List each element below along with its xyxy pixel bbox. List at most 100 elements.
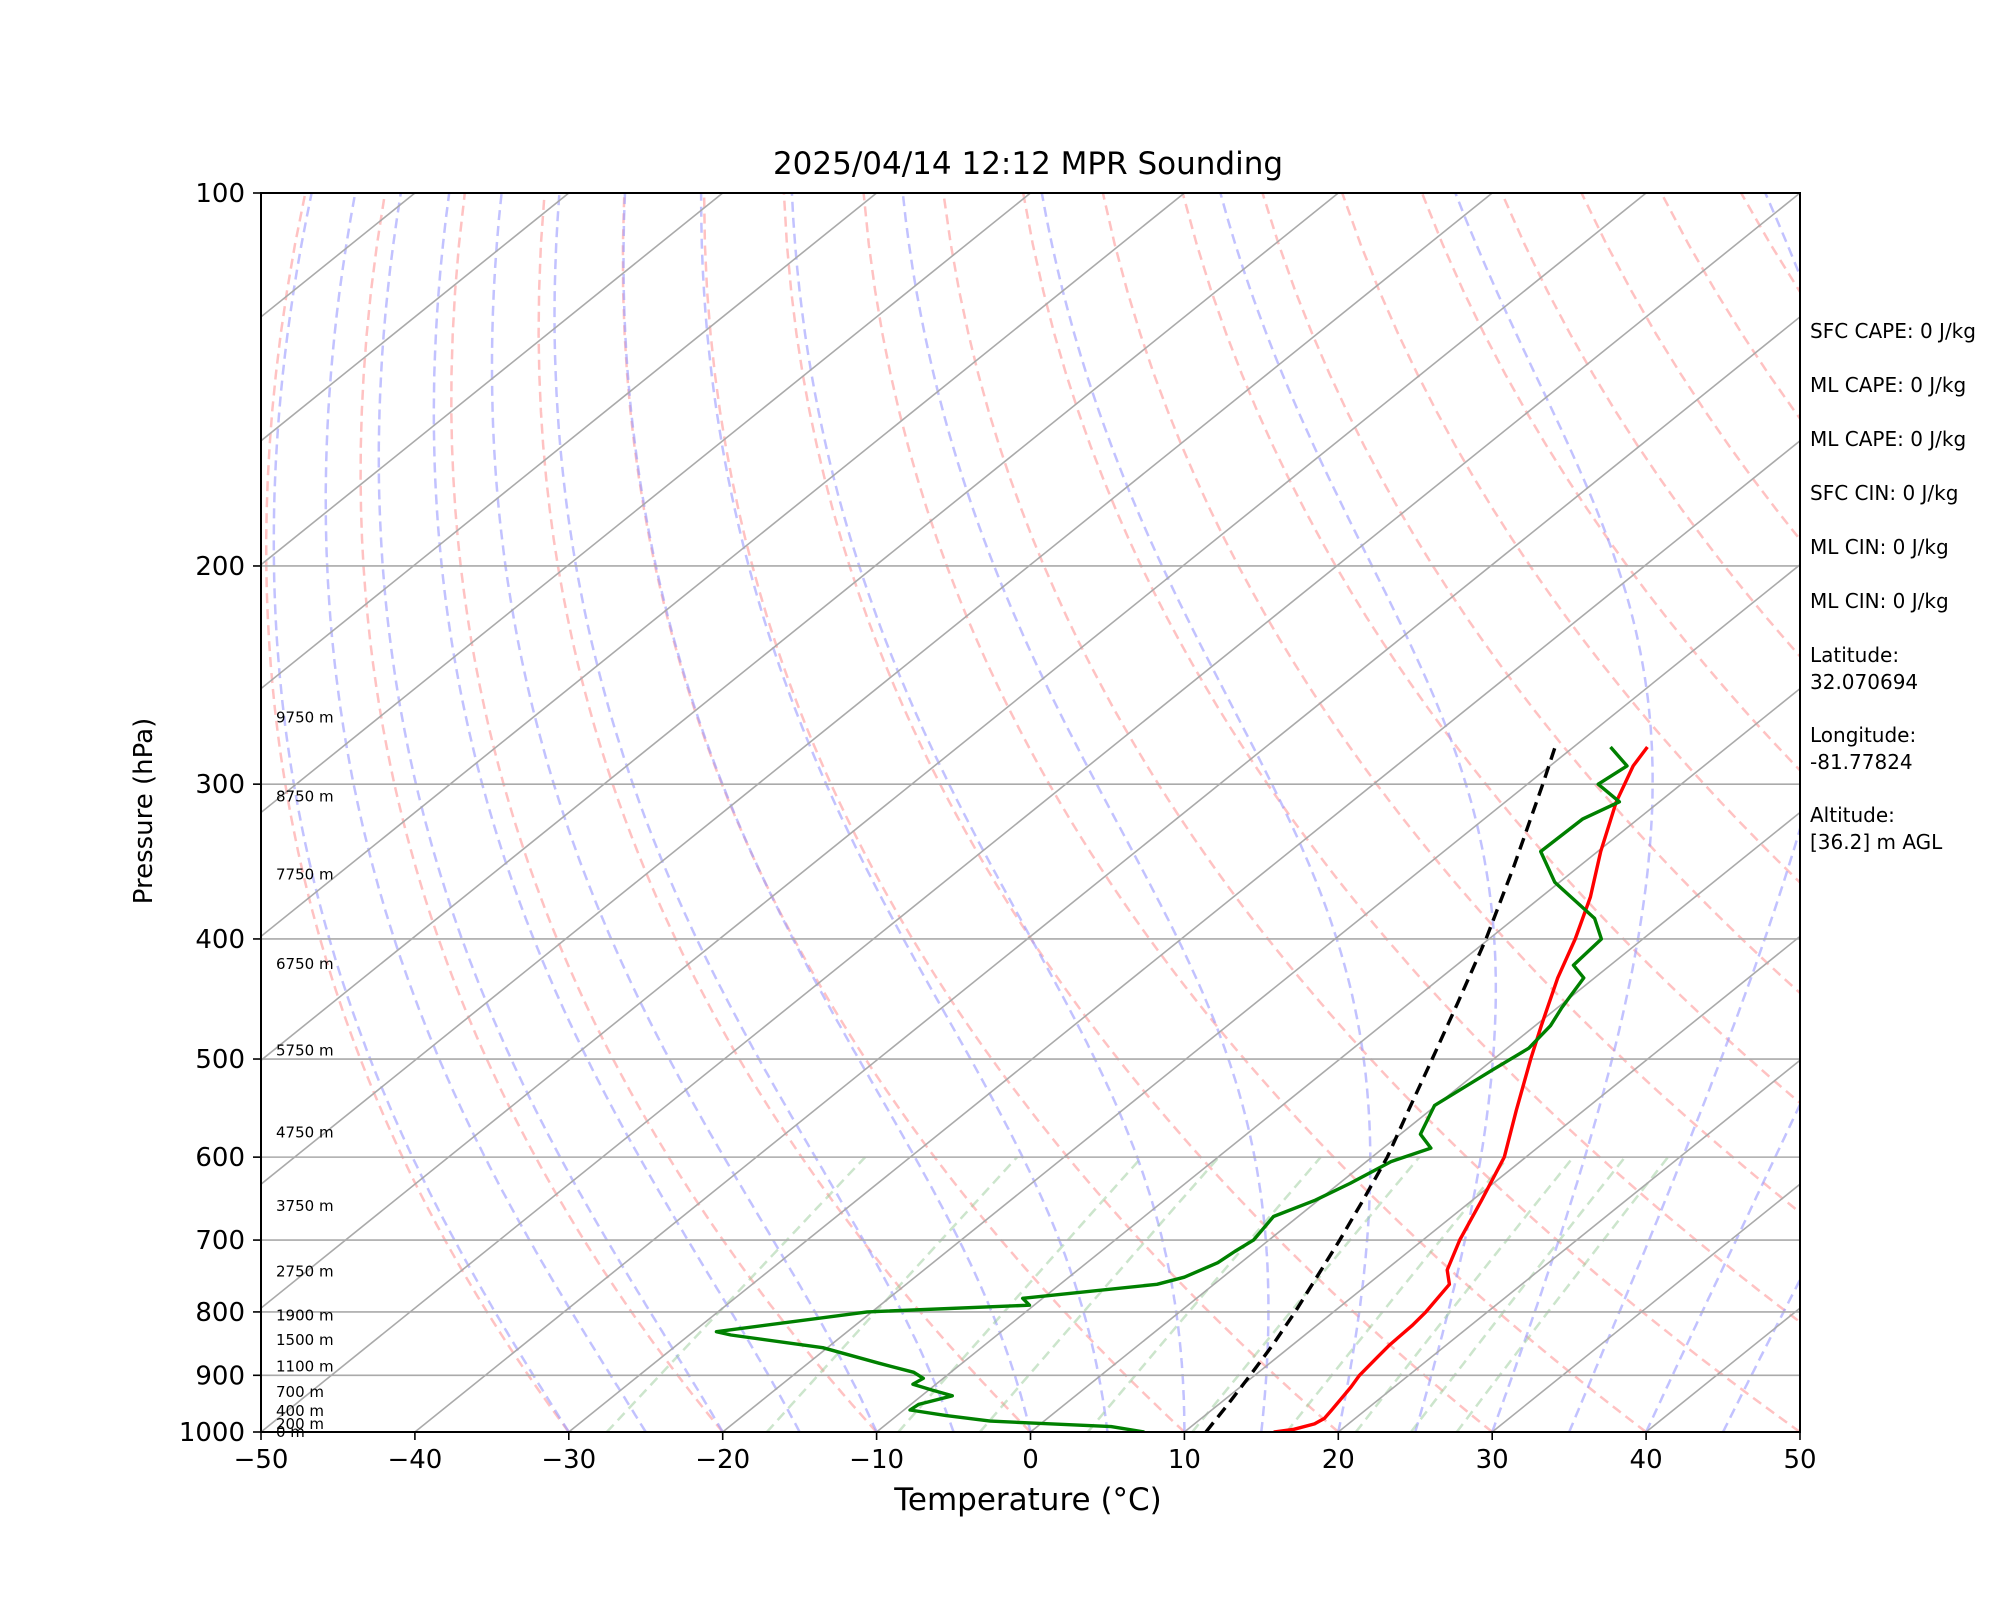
isotherm <box>414 315 1800 1432</box>
height-label: 9750 m <box>276 708 334 726</box>
isotherm <box>722 563 1800 1432</box>
y-tick-label: 1000 <box>179 1418 245 1448</box>
isotherm <box>261 193 1032 814</box>
mixing-ratio-line <box>605 1156 867 1432</box>
longitude-value: -81.77824 <box>1810 750 1913 774</box>
height-label: 200 m <box>276 1415 324 1433</box>
mixing-ratio-line <box>897 1156 1143 1432</box>
x-tick-label: −10 <box>849 1445 904 1475</box>
background-lines <box>261 193 1800 1432</box>
stat-sfc-cape: SFC CAPE: 0 J/kg <box>1810 319 1976 343</box>
height-label: 400 m <box>276 1402 324 1420</box>
mixing-ratio-line <box>1455 1156 1669 1432</box>
mixing-ratio-line <box>1086 1156 1322 1432</box>
y-tick-label: 500 <box>195 1045 245 1075</box>
altitude-block: Altitude: [36.2] m AGL <box>1810 802 2000 856</box>
height-label: 1100 m <box>276 1357 334 1375</box>
isotherm <box>261 193 1647 1310</box>
dry-adiabat <box>359 193 724 1432</box>
longitude-label: Longitude: <box>1810 723 1917 747</box>
y-tick-label: 900 <box>195 1361 245 1391</box>
dry-adiabat <box>942 193 1800 1432</box>
dry-adiabat <box>862 193 1647 1432</box>
dry-adiabat <box>1021 193 1800 1324</box>
chart-title: 2025/04/14 12:12 MPR Sounding <box>773 146 1283 182</box>
stat-ml-cin: ML CIN: 0 J/kg <box>1810 535 1949 559</box>
isotherm <box>261 193 878 690</box>
x-tick-label: −30 <box>541 1445 596 1475</box>
height-label: 2750 m <box>276 1262 334 1280</box>
moist-adiabat <box>377 193 724 1432</box>
dewpoint-line <box>714 745 1629 1432</box>
y-tick-label: 100 <box>195 179 245 209</box>
x-tick-label: 40 <box>1630 1445 1663 1475</box>
height-label: 8750 m <box>276 788 334 806</box>
stat-ml-cape-2: ML CAPE: 0 J/kg <box>1810 427 1967 451</box>
latitude-block: Latitude: 32.070694 <box>1810 642 2000 696</box>
isotherm <box>261 193 724 566</box>
height-label: 0 m <box>276 1423 305 1441</box>
y-axis-label: Pressure (hPa) <box>129 718 159 905</box>
y-tick-label: 200 <box>195 552 245 582</box>
dry-adiabat <box>264 193 570 1432</box>
moist-adiabat <box>699 193 1109 1432</box>
y-tick-label: 600 <box>195 1143 245 1173</box>
dry-adiabat <box>1181 193 1800 1105</box>
x-tick-label: −50 <box>234 1445 289 1475</box>
mixing-ratio-line <box>978 1156 1220 1432</box>
moist-adiabat <box>490 193 878 1432</box>
moist-adiabat <box>1040 193 1372 1432</box>
longitude-block: Longitude: -81.77824 <box>1810 722 2000 776</box>
parcel-line <box>1204 746 1557 1432</box>
stat-sfc-cin: SFC CIN: 0 J/kg <box>1810 481 1959 505</box>
y-tick-label: 300 <box>195 770 245 800</box>
height-label: 1500 m <box>276 1331 334 1349</box>
height-label: 5750 m <box>276 1041 334 1059</box>
sounding-stats-panel: SFC CAPE: 0 J/kg ML CAPE: 0 J/kg ML CAPE… <box>1810 318 2000 882</box>
isotherm <box>1183 935 1800 1432</box>
x-axis-label: Temperature (°C) <box>893 1482 1162 1518</box>
x-tick-label: 30 <box>1476 1445 1509 1475</box>
stat-ml-cape: ML CAPE: 0 J/kg <box>1810 373 1967 397</box>
moist-adiabat <box>1644 1101 1800 1432</box>
isotherm <box>568 439 1800 1432</box>
mixing-ratio-line <box>1191 1156 1421 1432</box>
y-tick-label: 800 <box>195 1298 245 1328</box>
isotherm <box>261 193 1493 1186</box>
height-label: 3750 m <box>276 1197 334 1215</box>
y-tick-label: 700 <box>195 1226 245 1256</box>
moist-adiabat <box>1454 193 1654 1432</box>
x-tick-label: 0 <box>1022 1445 1039 1475</box>
latitude-value: 32.070694 <box>1810 670 1919 694</box>
x-tick-label: 50 <box>1783 1445 1816 1475</box>
moist-adiabat <box>790 193 1186 1432</box>
isotherm <box>1491 1183 1800 1432</box>
isotherm <box>261 193 570 442</box>
altitude-value: [36.2] m AGL <box>1810 830 1943 854</box>
data-lines <box>714 745 1649 1432</box>
moist-adiabat <box>901 193 1270 1432</box>
isotherm <box>261 193 1339 1062</box>
x-tick-label: 20 <box>1322 1445 1355 1475</box>
dry-adiabat <box>1101 193 1800 1215</box>
isotherm <box>1337 1059 1800 1432</box>
x-tick-label: −20 <box>695 1445 750 1475</box>
moist-adiabat <box>272 193 570 1432</box>
x-tick-label: 10 <box>1168 1445 1201 1475</box>
isotherm <box>1029 811 1800 1432</box>
stat-ml-cin-2: ML CIN: 0 J/kg <box>1810 589 1949 613</box>
moist-adiabat <box>432 193 801 1432</box>
moist-adiabat <box>553 193 955 1432</box>
dry-adiabat <box>1261 193 1800 995</box>
height-label: 7750 m <box>276 866 334 884</box>
height-label: 6750 m <box>276 955 334 973</box>
height-label: 4750 m <box>276 1123 334 1141</box>
mixing-ratio-line <box>765 1156 1019 1432</box>
isotherm <box>261 193 1800 1432</box>
dry-adiabat <box>782 193 1493 1432</box>
altitude-label: Altitude: <box>1810 803 1895 827</box>
x-tick-label: −40 <box>387 1445 442 1475</box>
moist-adiabat <box>622 193 1032 1432</box>
